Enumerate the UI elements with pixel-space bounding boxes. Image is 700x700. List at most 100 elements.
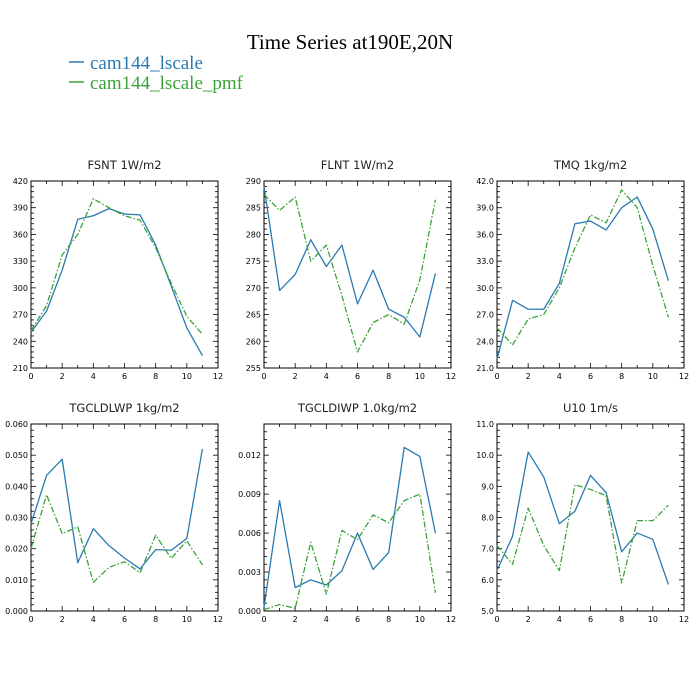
panel-6: U10 1m/s 0 2 4 6 8 10 12 5.0 6.0 7.0 8.0 9.0 10.0 11.0 <box>476 401 689 624</box>
y-tick-label: 30.0 <box>476 284 494 293</box>
x-tick-label: 10 <box>415 615 425 624</box>
panel-2: FLNT 1W/m2 0 2 4 6 8 10 12 255 260 265 270 275 280 285… <box>246 158 456 381</box>
y-tick-label: 8.0 <box>481 514 494 523</box>
y-tick-label: 0.003 <box>238 568 261 577</box>
y-tick-label: 240 <box>13 337 28 346</box>
y-tick-label: 0.009 <box>238 490 261 499</box>
x-tick-label: 0 <box>494 372 499 381</box>
y-tick-label: 42.0 <box>476 177 494 186</box>
series-line-lscale-pmf <box>30 494 203 583</box>
y-tick-label: 275 <box>246 257 261 266</box>
x-tick-label: 6 <box>355 372 360 381</box>
x-tick-label: 0 <box>28 615 33 624</box>
x-tick-label: 6 <box>588 372 593 381</box>
y-tick-label: 270 <box>246 284 261 293</box>
x-tick-label: 4 <box>324 615 329 624</box>
panel-4: TGCLDLWP 1kg/m2 0 2 4 6 8 10 12 0.000 0.010 0.020 0… <box>5 401 223 624</box>
x-tick-label: 12 <box>213 615 223 624</box>
x-tick-label: 8 <box>153 615 158 624</box>
y-tick-label: 0.012 <box>238 451 261 460</box>
x-tick-label: 0 <box>261 615 266 624</box>
panel-3: TMQ 1kg/m2 0 2 4 6 8 10 12 21.0 24.0 27.0 30.0 33.0 3… <box>476 158 689 381</box>
x-tick-label: 8 <box>386 372 391 381</box>
x-tick-label: 12 <box>679 372 689 381</box>
y-tick-label: 36.0 <box>476 230 494 239</box>
x-tick-label: 8 <box>386 615 391 624</box>
x-tick-label: 10 <box>182 372 192 381</box>
x-tick-label: 0 <box>494 615 499 624</box>
y-tick-label: 270 <box>13 311 28 320</box>
x-tick-label: 2 <box>60 372 65 381</box>
x-tick-label: 10 <box>415 372 425 381</box>
y-tick-label: 0.030 <box>5 514 28 523</box>
y-tick-label: 21.0 <box>476 364 494 373</box>
series-line-lscale <box>263 186 437 338</box>
x-tick-label: 10 <box>648 372 658 381</box>
figure-title: Time Series at190E,20N <box>247 30 453 54</box>
x-tick-label: 4 <box>557 615 562 624</box>
y-tick-label: 5.0 <box>481 607 494 616</box>
y-tick-label: 24.0 <box>476 337 494 346</box>
panel-title: TGCLDIWP 1.0kg/m2 <box>297 401 417 415</box>
series-line-lscale <box>30 207 203 356</box>
y-tick-label: 6.0 <box>481 576 494 585</box>
x-tick-label: 2 <box>60 615 65 624</box>
x-tick-label: 0 <box>261 372 266 381</box>
series-line-lscale <box>496 196 670 360</box>
x-tick-label: 2 <box>526 615 531 624</box>
y-tick-label: 33.0 <box>476 257 494 266</box>
x-tick-label: 12 <box>446 372 456 381</box>
plot-frame <box>263 423 452 612</box>
x-tick-label: 6 <box>355 615 360 624</box>
y-tick-label: 285 <box>246 204 261 213</box>
plot-frame <box>263 180 452 369</box>
series-line-lscale-pmf <box>496 484 669 584</box>
y-tick-label: 39.0 <box>476 204 494 213</box>
series-line-lscale <box>263 446 437 608</box>
panel-title: FSNT 1W/m2 <box>87 158 161 172</box>
series-line-lscale-pmf <box>263 193 437 353</box>
y-tick-label: 290 <box>246 177 261 186</box>
y-tick-label: 330 <box>13 257 28 266</box>
x-tick-label: 12 <box>446 615 456 624</box>
y-tick-label: 0.060 <box>5 420 28 429</box>
y-tick-label: 0.000 <box>238 607 261 616</box>
y-tick-label: 390 <box>13 204 28 213</box>
x-tick-label: 4 <box>557 372 562 381</box>
x-tick-label: 6 <box>122 372 127 381</box>
x-tick-label: 10 <box>182 615 192 624</box>
legend-label-pmf: cam144_lscale_pmf <box>90 73 244 94</box>
y-tick-label: 420 <box>13 177 28 186</box>
plot-frame <box>30 180 219 369</box>
x-tick-label: 4 <box>91 615 96 624</box>
series-line-lscale-pmf <box>30 198 203 335</box>
y-tick-label: 10.0 <box>476 451 494 460</box>
x-tick-label: 6 <box>122 615 127 624</box>
x-tick-label: 6 <box>588 615 593 624</box>
panel-title: U10 1m/s <box>563 401 618 415</box>
x-tick-label: 2 <box>293 615 298 624</box>
y-tick-label: 0.020 <box>5 545 28 554</box>
legend-label-lscale: cam144_lscale <box>90 53 203 74</box>
x-tick-label: 2 <box>293 372 298 381</box>
x-tick-label: 12 <box>213 372 223 381</box>
x-tick-label: 4 <box>91 372 96 381</box>
series-line-lscale <box>496 451 670 585</box>
x-tick-label: 0 <box>28 372 33 381</box>
y-tick-label: 0.006 <box>238 529 261 538</box>
y-tick-label: 360 <box>13 230 28 239</box>
series-line-lscale <box>30 448 204 570</box>
y-tick-label: 7.0 <box>481 545 494 554</box>
x-tick-label: 4 <box>324 372 329 381</box>
y-tick-label: 0.040 <box>5 482 28 491</box>
y-tick-label: 210 <box>13 364 28 373</box>
x-tick-label: 10 <box>648 615 658 624</box>
series-line-lscale-pmf <box>496 189 670 346</box>
x-tick-label: 8 <box>153 372 158 381</box>
y-tick-label: 27.0 <box>476 311 494 320</box>
y-tick-label: 9.0 <box>481 482 494 491</box>
panel-title: FLNT 1W/m2 <box>321 158 394 172</box>
panel-title: TGCLDLWP 1kg/m2 <box>68 401 179 415</box>
y-tick-label: 260 <box>246 337 261 346</box>
